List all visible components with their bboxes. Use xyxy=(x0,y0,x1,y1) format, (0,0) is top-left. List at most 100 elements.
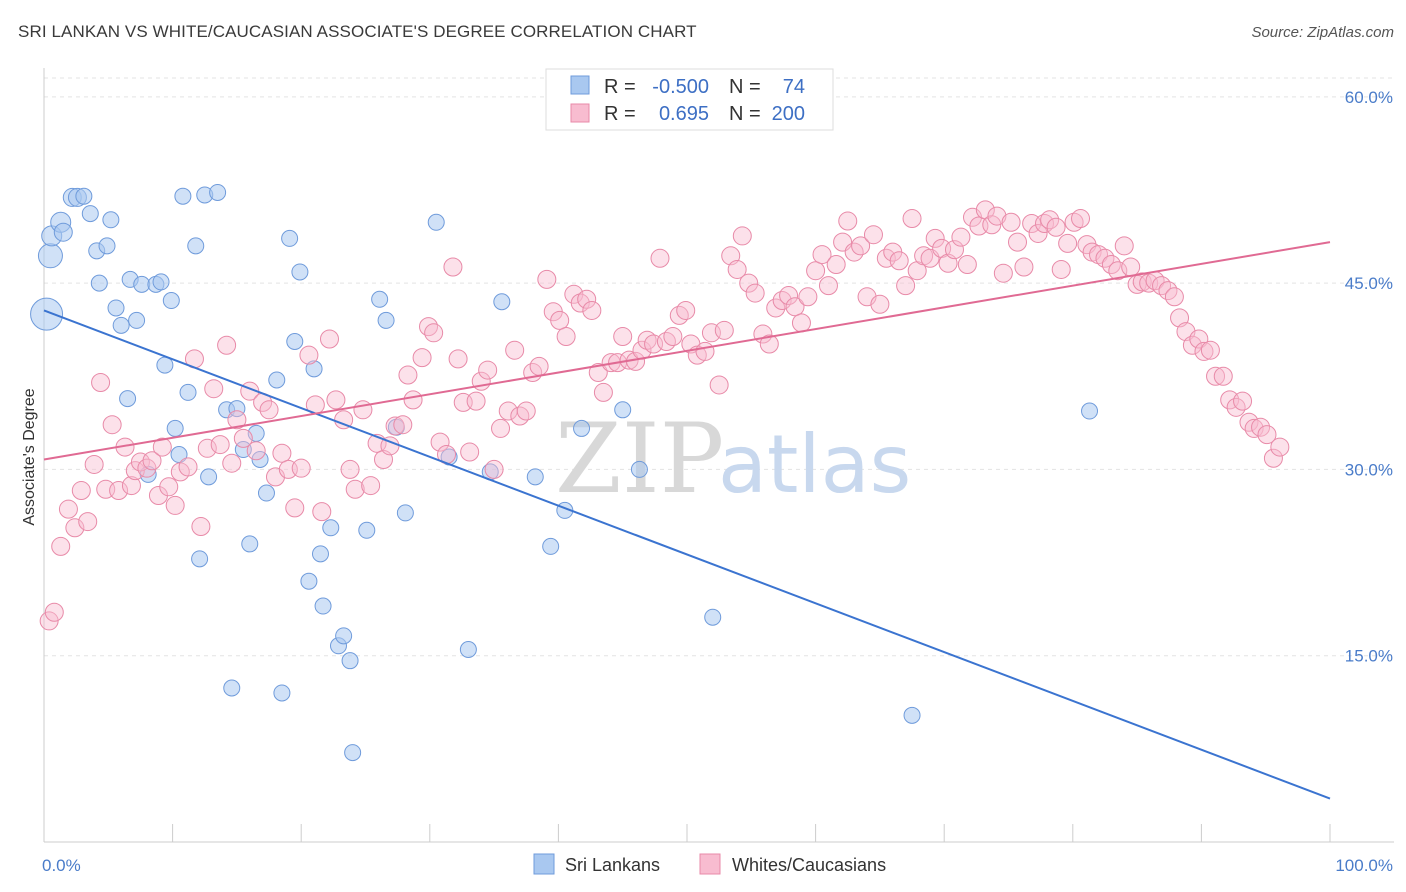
watermark: ZIP atlas xyxy=(555,403,911,515)
point-white-caucasian xyxy=(1189,329,1209,349)
point-sri-lankan xyxy=(335,627,353,645)
point-sri-lankan xyxy=(371,290,389,308)
y-tick-label: 15.0% xyxy=(1345,647,1393,666)
point-white-caucasian xyxy=(637,330,657,350)
point-sri-lankan xyxy=(191,550,209,568)
point-white-caucasian xyxy=(1194,341,1214,361)
legend-n-value: 74 xyxy=(783,76,805,98)
point-sri-lankan xyxy=(573,419,591,437)
y-tick-label: 30.0% xyxy=(1345,460,1393,479)
point-white-caucasian xyxy=(1164,287,1184,307)
point-sri-lankan xyxy=(459,641,477,658)
point-sri-lankan xyxy=(358,521,376,539)
point-sri-lankan xyxy=(174,187,192,205)
point-white-caucasian xyxy=(1014,257,1034,277)
point-sri-lankan xyxy=(200,468,218,486)
point-white-caucasian xyxy=(1257,425,1277,445)
point-white-caucasian xyxy=(593,382,613,402)
point-white-caucasian xyxy=(709,375,729,395)
point-white-caucasian xyxy=(1064,212,1084,232)
point-white-caucasian xyxy=(739,273,759,293)
point-white-caucasian xyxy=(791,313,811,333)
point-white-caucasian xyxy=(588,363,608,383)
point-white-caucasian xyxy=(78,512,98,532)
point-white-caucasian xyxy=(505,340,525,360)
point-sri-lankan xyxy=(493,293,511,311)
point-sri-lankan xyxy=(291,263,309,281)
y-tick-label: 60.0% xyxy=(1345,88,1393,107)
point-white-caucasian xyxy=(870,294,890,314)
point-sri-lankan xyxy=(179,383,197,401)
point-white-caucasian xyxy=(510,406,530,426)
point-white-caucasian xyxy=(51,536,71,556)
point-sri-lankan xyxy=(311,545,329,563)
point-sri-lankan xyxy=(209,183,227,201)
point-white-caucasian xyxy=(102,415,122,435)
point-white-caucasian xyxy=(466,391,486,411)
trendlines xyxy=(43,241,1331,800)
point-white-caucasian xyxy=(165,495,185,515)
point-white-caucasian xyxy=(785,297,805,317)
legend-swatch-whites xyxy=(699,853,721,875)
point-white-caucasian xyxy=(191,517,211,537)
legend-r-label: R = xyxy=(604,103,636,125)
point-white-caucasian xyxy=(582,300,602,320)
point-sri-lankan xyxy=(30,297,64,331)
point-white-caucasian xyxy=(403,390,423,410)
point-sri-lankan xyxy=(133,275,151,293)
point-white-caucasian xyxy=(714,320,734,340)
x-tick-labels: 0.0% 100.0% xyxy=(42,856,1393,875)
point-white-caucasian xyxy=(398,365,418,385)
point-white-caucasian xyxy=(944,240,964,260)
point-sri-lankan xyxy=(98,237,116,255)
bottom-legend: Sri Lankans Whites/Caucasians xyxy=(533,853,886,875)
point-white-caucasian xyxy=(419,317,439,337)
chart-title: SRI LANKAN VS WHITE/CAUCASIAN ASSOCIATE'… xyxy=(18,22,697,41)
point-white-caucasian xyxy=(925,228,945,248)
point-white-caucasian xyxy=(695,341,715,361)
legend-swatch-sri-lankans xyxy=(570,75,590,95)
point-sri-lankan xyxy=(1081,402,1099,420)
point-white-caucasian xyxy=(1089,245,1109,265)
point-white-caucasian xyxy=(957,255,977,274)
point-sri-lankan xyxy=(119,390,137,408)
point-white-caucasian xyxy=(312,502,332,522)
point-white-caucasian xyxy=(44,602,64,622)
point-white-caucasian xyxy=(812,245,832,265)
point-white-caucasian xyxy=(676,300,696,320)
point-sri-lankan xyxy=(903,706,921,724)
point-white-caucasian xyxy=(326,390,346,410)
point-white-caucasian xyxy=(412,348,432,368)
point-white-caucasian xyxy=(1046,217,1066,237)
point-white-caucasian xyxy=(1008,232,1028,252)
point-sri-lankan xyxy=(257,484,275,502)
point-sri-lankan xyxy=(102,211,120,229)
point-white-caucasian xyxy=(577,289,597,309)
point-sri-lankan xyxy=(341,652,359,670)
point-sri-lankan xyxy=(314,597,332,615)
point-white-caucasian xyxy=(1058,233,1078,253)
point-sri-lankan xyxy=(322,519,340,537)
point-white-caucasian xyxy=(448,349,468,369)
point-white-caucasian xyxy=(727,259,747,279)
point-sri-lankan xyxy=(377,311,395,329)
legend-label-whites: Whites/Caucasians xyxy=(732,855,886,875)
x-tick-label: 0.0% xyxy=(42,856,81,875)
point-white-caucasian xyxy=(159,477,179,497)
point-white-caucasian xyxy=(217,335,237,355)
point-white-caucasian xyxy=(1270,437,1290,457)
point-white-caucasian xyxy=(210,435,230,455)
point-sri-lankan xyxy=(281,229,299,247)
point-white-caucasian xyxy=(1213,366,1233,386)
point-white-caucasian xyxy=(1239,412,1259,432)
point-white-caucasian xyxy=(272,443,292,463)
axes xyxy=(43,68,1394,843)
point-white-caucasian xyxy=(732,226,752,246)
legend-box xyxy=(545,68,834,131)
point-white-caucasian xyxy=(484,459,504,479)
point-white-caucasian xyxy=(39,611,59,631)
point-white-caucasian xyxy=(1263,448,1283,468)
point-white-caucasian xyxy=(550,310,570,330)
point-white-caucasian xyxy=(443,257,463,277)
